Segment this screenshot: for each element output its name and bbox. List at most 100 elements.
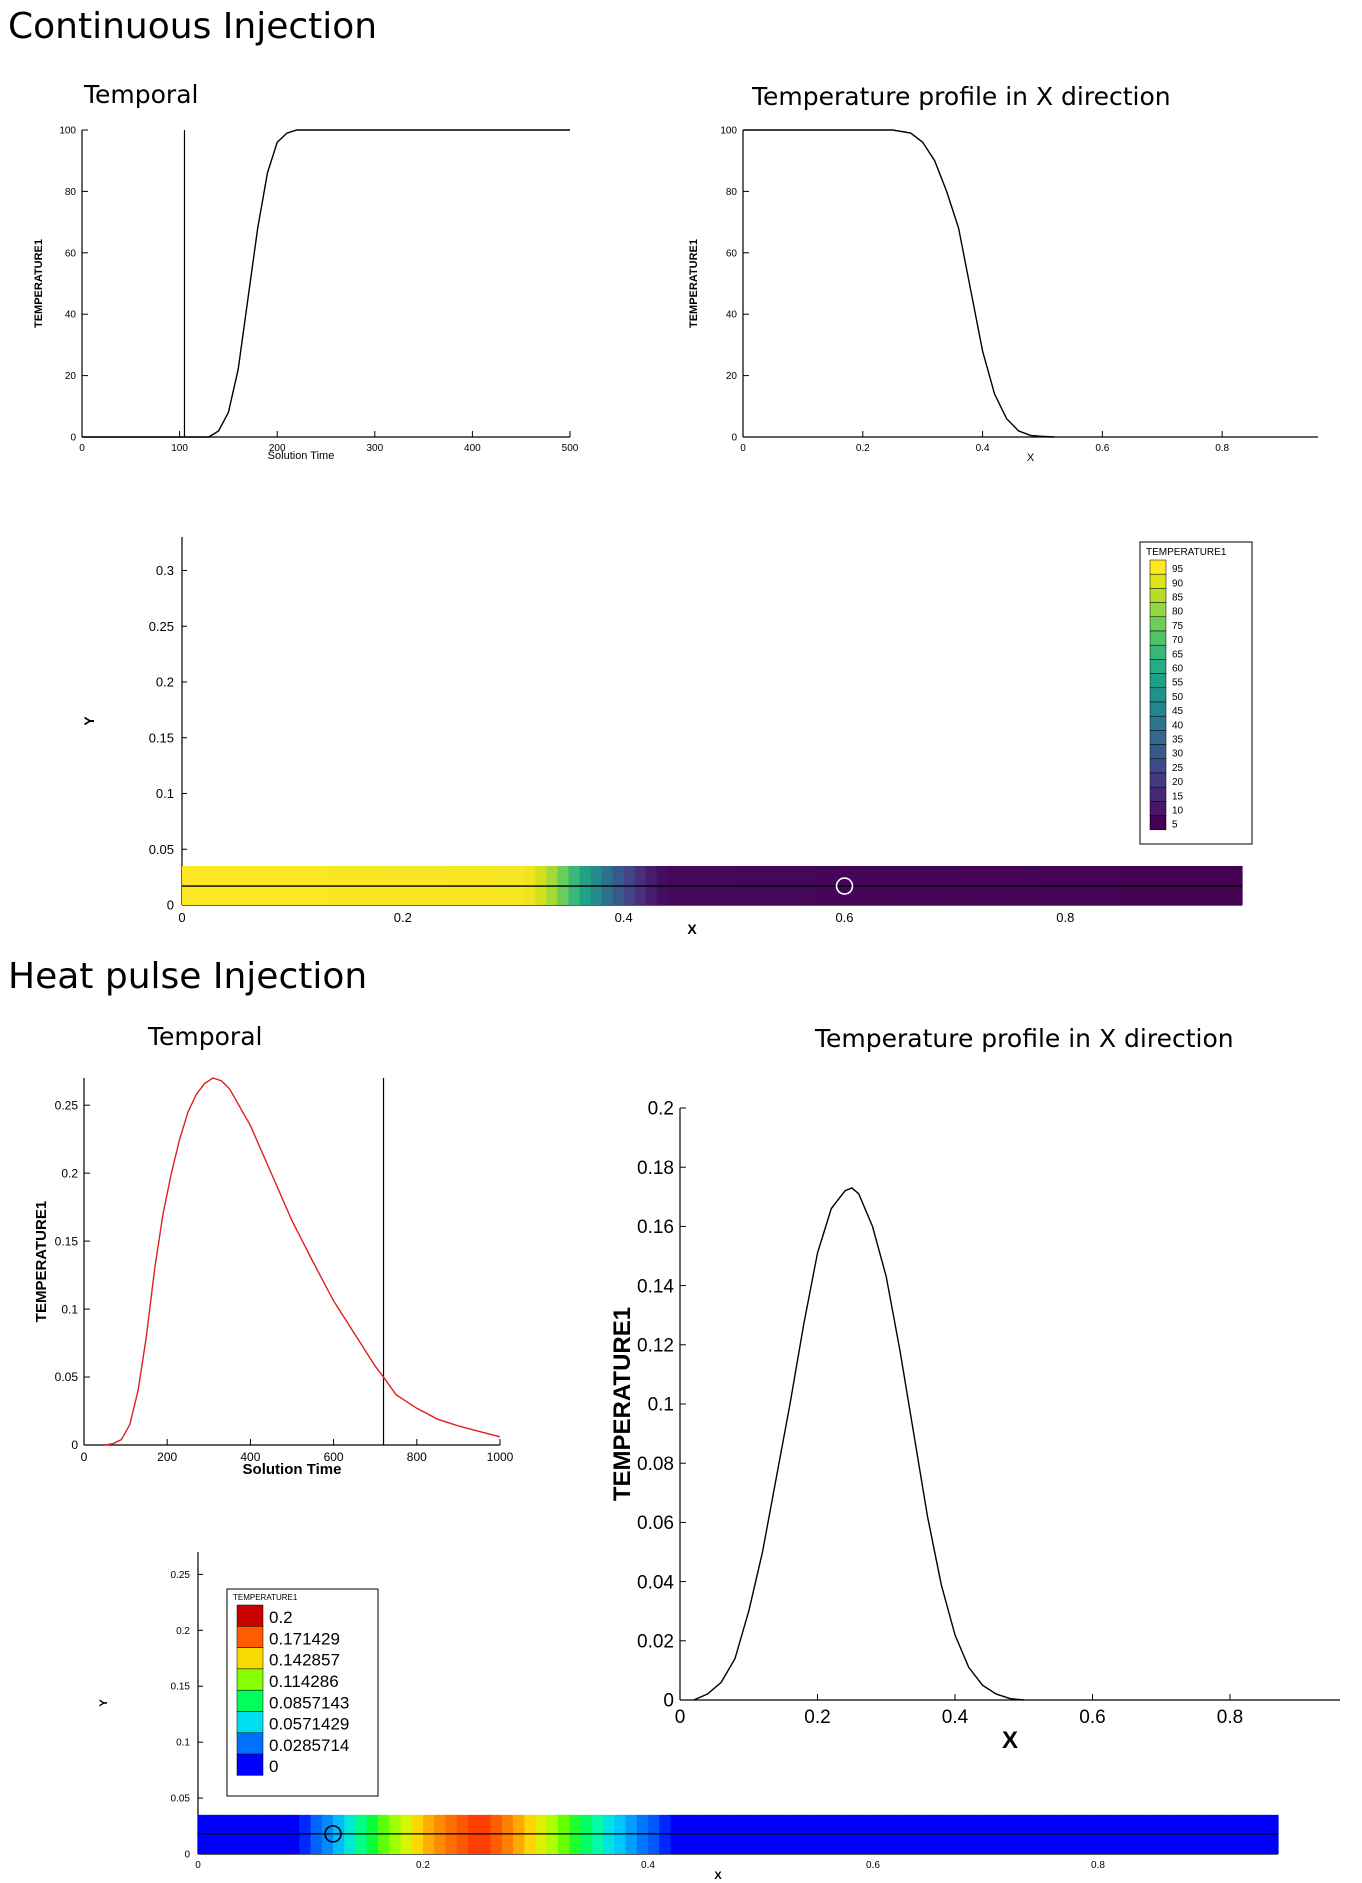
ci-profile-y-tick-label: 60 [726,248,738,259]
ci-temporal-y-tick-label: 40 [65,310,77,321]
hp-profile-x-tick-label: 0.2 [804,1707,830,1728]
ci-contour-legend-swatch [1149,772,1167,788]
ci-contour-legend-swatch [1149,815,1167,831]
ci-contour-legend-swatch [1149,730,1167,745]
hp-contour-legend-label: 0 [269,1757,278,1776]
ci-profile-x-tick-label: 0.2 [856,443,870,454]
ci-contour-legend-label: 50 [1172,692,1184,703]
hp-profile-title: Temperature profile in X direction [815,1024,1234,1053]
hp-profile-y-tick-label: 0.2 [648,1099,674,1120]
ci-contour-y-tick-label: 0.25 [149,619,174,634]
hp-profile-x-axis-label: X [1002,1727,1018,1754]
ci-contour-legend-label: 15 [1172,791,1184,802]
hp-profile-y-tick-label: 0.02 [637,1631,674,1652]
ci-contour-legend-swatch [1149,786,1167,802]
ci-contour-legend-swatch [1149,801,1167,816]
ci-contour-y-tick-label: 0.15 [149,730,174,745]
hp-contour-x-tick-label: 0.2 [416,1860,430,1871]
hp-temporal-x-tick-label: 400 [240,1450,260,1464]
ci-profile-y-tick-label: 0 [731,433,737,444]
ci-contour-legend-label: 85 [1172,592,1184,603]
ci-contour-x-tick-label: 0.6 [835,910,853,925]
hp-contour-legend-label: 0.142857 [269,1651,340,1670]
hp-contour-legend-swatch [236,1689,264,1712]
ci-contour-y-tick-label: 0 [167,898,174,913]
hp-contour-x-tick-label: 0.8 [1091,1860,1105,1871]
ci-temporal-x-tick-label: 300 [366,443,383,454]
ci-contour-legend-label: 5 [1172,820,1178,831]
ci-profile-y-axis-label: TEMPERATURE1 [688,239,700,328]
hp-profile-x-tick-label: 0.8 [1217,1707,1243,1728]
hp-temporal-title: Temporal [148,1022,263,1051]
ci-contour-legend-label: 35 [1172,734,1184,745]
hp-profile-y-tick-label: 0.12 [637,1335,674,1356]
ci-contour-legend-swatch [1149,701,1167,717]
hp-contour-legend-label: 0.0571429 [269,1715,349,1734]
ci-contour-legend-swatch [1149,588,1167,603]
hp-contour-legend-label: 0.0285714 [269,1736,349,1755]
ci-temporal-x-axis-label: Solution Time [268,450,335,462]
hp-contour-y-axis-label: Y [98,1699,110,1707]
hp-temporal-y-axis-label: TEMPERATURE1 [33,1201,50,1322]
hp-contour-legend-label: 0.0857143 [269,1693,349,1712]
ci-contour-legend-label: 65 [1172,649,1184,660]
ci-profile-x-tick-label: 0.4 [976,443,990,454]
hp-contour-y-tick-label: 0.15 [171,1682,191,1693]
ci-profile-x-tick-label: 0.6 [1095,443,1109,454]
hp-profile-y-tick-label: 0.16 [637,1217,674,1238]
ci-temporal-y-axis-label: TEMPERATURE1 [33,239,45,328]
hp-temporal-x-tick-label: 0 [81,1450,88,1464]
ci-contour-legend-label: 80 [1172,607,1184,618]
hp-temporal-y-tick-label: 0.05 [55,1370,79,1384]
ci-temporal-y-tick-label: 60 [65,248,77,259]
ci-profile-title: Temperature profile in X direction [752,82,1171,111]
ci-contour-y-tick-label: 0.3 [156,563,174,578]
ci-contour-y-tick-label: 0.1 [156,786,174,801]
hp-temporal-x-tick-label: 1000 [487,1450,514,1464]
hp-contour-legend-title: TEMPERATURE1 [233,1593,298,1602]
ci-temporal-series-line [82,129,570,438]
ci-temporal-y-tick-label: 20 [65,371,77,382]
ci-profile-y-tick-label: 80 [726,187,738,198]
ci-profile-x-tick-label: 0 [740,443,746,454]
hp-contour-y-tick-label: 0.05 [171,1794,191,1805]
hp-profile-y-tick-label: 0.1 [648,1395,674,1416]
hp-contour-probe-marker [324,1825,342,1843]
ci-contour-legend-swatch [1149,644,1167,660]
ci-contour-legend-swatch [1149,715,1167,731]
ci-temporal-y-tick-label: 80 [65,187,77,198]
ci-contour-legend-label: 25 [1172,763,1184,774]
ci-contour-legend-label: 30 [1172,749,1184,760]
hp-contour-y-tick-label: 0 [184,1850,190,1861]
ci-temporal-x-tick-label: 200 [269,443,286,454]
hp-profile-x-tick-label: 0.6 [1079,1707,1105,1728]
hp-contour-legend-swatch [236,1604,264,1627]
ci-contour-legend-label: 40 [1172,720,1184,731]
section-title-heat-pulse: Heat pulse Injection [8,956,368,997]
ci-temporal-x-tick-label: 500 [562,443,579,454]
ci-contour-legend-label: 90 [1172,578,1184,589]
ci-temporal-title: Temporal [84,80,199,109]
ci-contour-legend-swatch [1149,559,1167,575]
hp-contour-y-tick-label: 0.2 [176,1626,190,1637]
ci-contour-legend-swatch [1149,673,1167,689]
ci-temporal-x-tick-label: 100 [171,443,188,454]
ci-contour-legend-title: TEMPERATURE1 [1146,547,1227,558]
ci-contour-legend-swatch [1149,744,1167,760]
hp-temporal-y-tick-label: 0 [71,1438,78,1452]
hp-contour-legend-swatch [236,1711,264,1734]
ci-contour-legend-label: 95 [1172,564,1184,575]
ci-profile-series-line [743,129,1055,438]
ci-contour-legend-swatch [1149,758,1167,774]
ci-profile-y-tick-label: 40 [726,310,738,321]
hp-temporal-y-tick-label: 0.25 [55,1098,79,1112]
hp-profile-y-tick-label: 0.18 [637,1158,674,1179]
hp-contour-legend-swatch [236,1732,264,1755]
hp-profile-x-tick-label: 0 [675,1707,686,1728]
ci-contour-legend-label: 55 [1172,678,1184,689]
ci-contour-x-tick-label: 0.8 [1056,910,1074,925]
ci-contour-legend-swatch [1149,573,1167,589]
hp-contour-legend-label: 0.171429 [269,1629,340,1648]
ci-contour-legend-label: 20 [1172,777,1184,788]
hp-contour-y-tick-label: 0.1 [176,1738,190,1749]
